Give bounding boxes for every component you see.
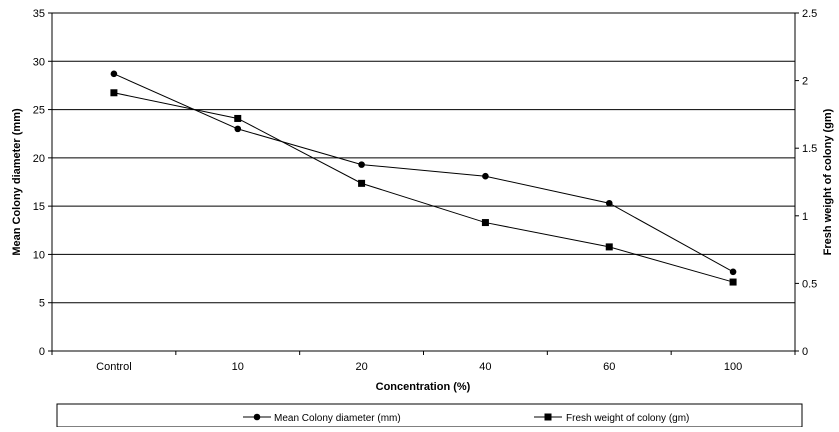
- data-point-weight: [110, 89, 118, 97]
- data-point-diameter: [605, 199, 613, 207]
- data-point-diameter: [234, 125, 242, 133]
- grid-layer: [52, 60, 795, 304]
- legend-label-diameter: Mean Colony diameter (mm): [274, 413, 401, 424]
- series-line-diameter: [113, 73, 734, 273]
- data-point-weight: [234, 114, 242, 122]
- axis-layer: 0 5 10 15 20 25 30 35 0 0.5 1 1.5 2 2.5 Control 10 20 40 6…: [33, 8, 818, 373]
- series-layer: [110, 70, 737, 286]
- y-tick-label: 30: [33, 56, 45, 68]
- x-tick-label: 40: [479, 361, 491, 373]
- y-tick-label: 5: [39, 298, 45, 310]
- x-tick-label: 60: [603, 361, 615, 373]
- y-tick-label: 0: [39, 346, 45, 358]
- data-point-diameter: [358, 161, 365, 168]
- data-point-weight: [358, 179, 366, 187]
- y-tick-label: 20: [33, 153, 45, 165]
- x-tick-label: 20: [355, 361, 367, 373]
- y-tick-label: 15: [33, 201, 45, 213]
- y2-tick-label: 2: [802, 76, 808, 88]
- y-axis-title: Mean Colony diameter (mm): [11, 108, 23, 256]
- legend-label-weight: Fresh weight of colony (gm): [566, 413, 689, 424]
- y2-tick-label: 1: [802, 211, 808, 223]
- series-line-weight: [113, 92, 734, 283]
- y2-tick-label: 2.5: [802, 8, 817, 20]
- y-tick-label: 25: [33, 105, 45, 117]
- x-tick-label: 10: [232, 361, 244, 373]
- y2-tick-label: 0: [802, 346, 808, 358]
- y2-tick-label: 0.5: [802, 278, 817, 290]
- x-tick-label: 100: [724, 361, 742, 373]
- data-point-weight: [605, 243, 613, 251]
- y2-axis-title: Fresh weight of colony (gm): [822, 108, 834, 255]
- data-point-diameter: [110, 70, 118, 78]
- plot-area: [51, 12, 796, 352]
- x-tick-label: Control: [96, 361, 131, 373]
- y-tick-label: 35: [33, 8, 45, 20]
- y-tick-label: 10: [33, 249, 45, 261]
- x-axis-title: Concentration (%): [376, 381, 471, 393]
- data-point-weight: [729, 278, 737, 286]
- legend-marker-diameter: [253, 413, 261, 421]
- data-point-diameter: [729, 268, 737, 276]
- y2-tick-label: 1.5: [802, 143, 817, 155]
- legend-marker-weight: [544, 413, 552, 421]
- data-point-weight: [481, 219, 489, 227]
- legend-box: [56, 403, 803, 428]
- legend: Mean Colony diameter (mm) Fresh weight o…: [56, 403, 803, 428]
- data-point-diameter: [482, 172, 489, 180]
